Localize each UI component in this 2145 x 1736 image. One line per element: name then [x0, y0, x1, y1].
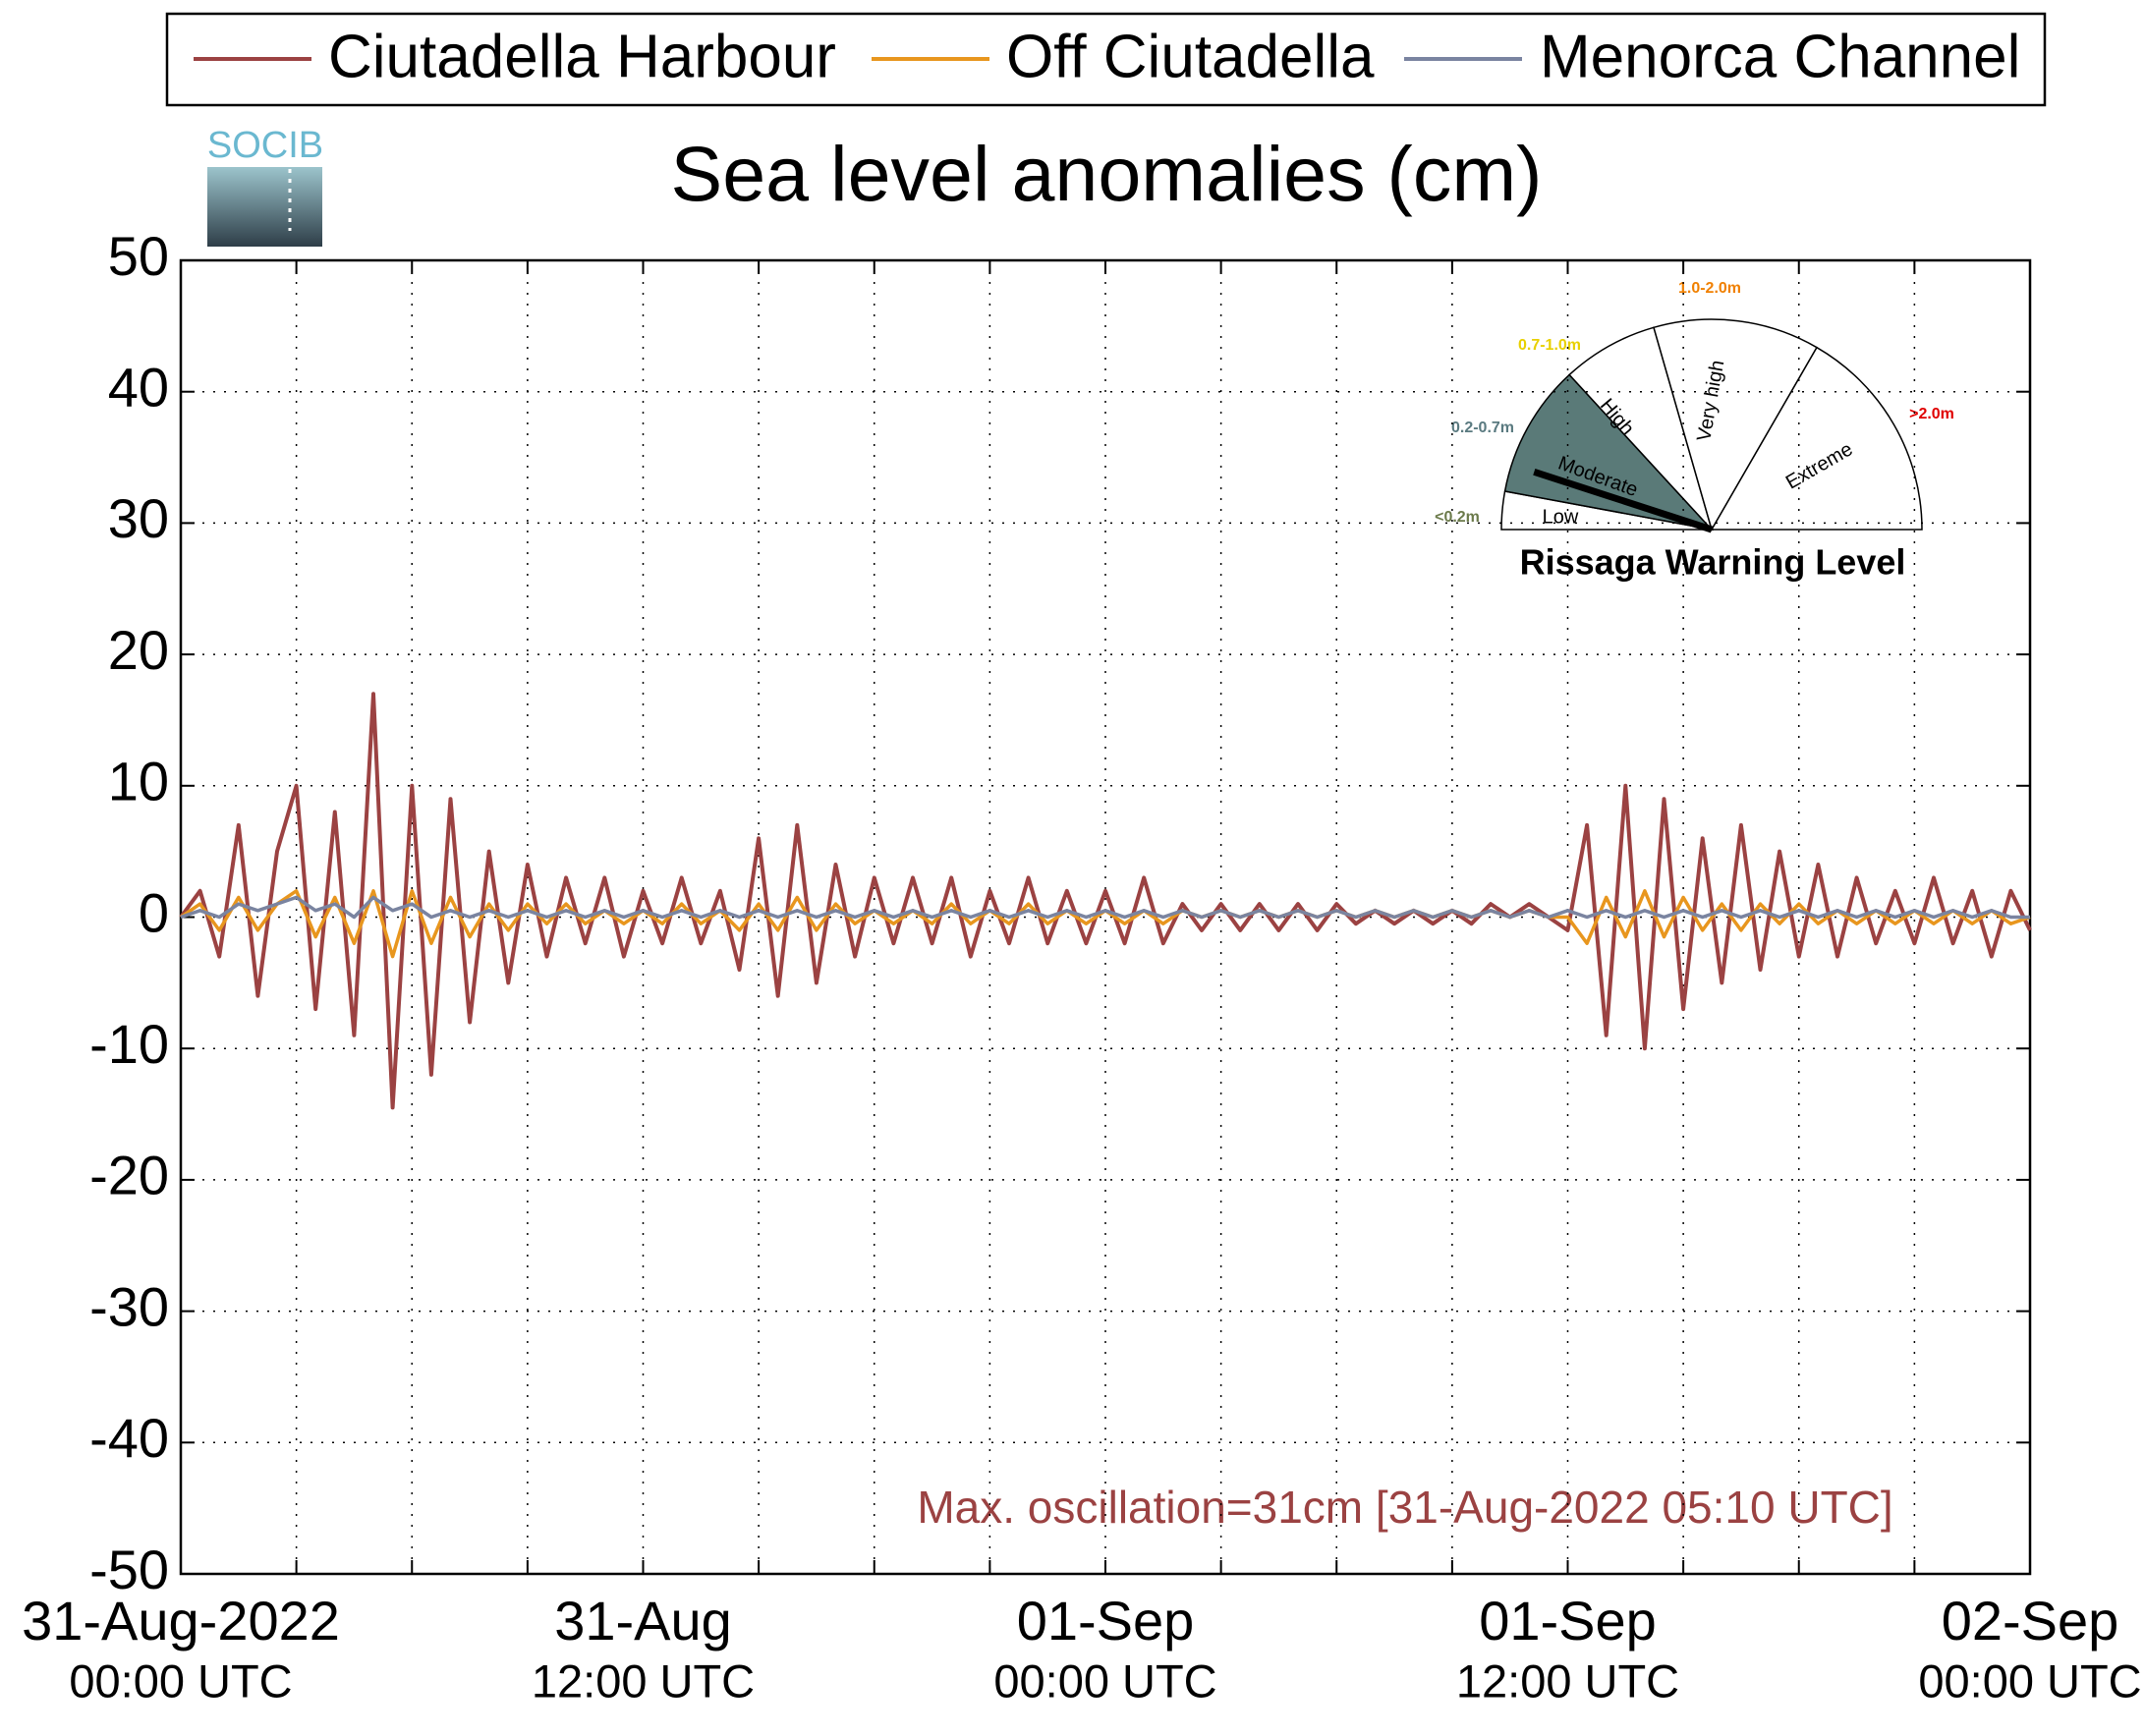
gauge-level-name: Low	[1543, 506, 1579, 528]
gauge: <0.2m Low0.2-0.7mModerate0.7-1.0mHigh1.0-…	[1435, 280, 1954, 582]
gauge-range: 1.0-2.0m	[1678, 280, 1741, 297]
gauge-sector	[1503, 373, 1715, 532]
gauge-sector	[1653, 318, 1819, 532]
y-tick-label: -50	[89, 1539, 169, 1600]
gauge-range: 0.7-1.0m	[1518, 337, 1581, 354]
x-tick-sublabel: 00:00 UTC	[1918, 1654, 2141, 1707]
y-tick-label: 40	[108, 356, 169, 418]
gauge-range: 0.2-0.7m	[1451, 420, 1514, 436]
x-tick-sublabel: 12:00 UTC	[532, 1654, 755, 1707]
x-tick-label: 31-Aug-2022	[22, 1590, 340, 1652]
x-tick-label: 02-Sep	[1942, 1590, 2119, 1652]
y-tick-label: -40	[89, 1407, 169, 1469]
x-tick-label: 01-Sep	[1017, 1590, 1195, 1652]
gauge-sector	[1710, 346, 1923, 531]
y-tick-label: -10	[89, 1013, 169, 1075]
data-line	[180, 895, 2030, 920]
y-tick-label: 50	[108, 225, 169, 287]
legend-box	[165, 12, 2047, 107]
gauge-needle	[1533, 468, 1714, 533]
gauge-range: <0.2m	[1435, 509, 1480, 526]
x-tick-sublabel: 00:00 UTC	[69, 1654, 292, 1707]
y-tick-label: 10	[108, 751, 169, 812]
logo: SOCIB	[207, 125, 323, 247]
logo-text: SOCIB	[207, 125, 323, 166]
x-tick-sublabel: 12:00 UTC	[1456, 1654, 1679, 1707]
logo-block	[207, 167, 322, 247]
x-tick-label: 31-Aug	[554, 1590, 732, 1652]
data-line	[179, 692, 2032, 1110]
y-tick-label: -30	[89, 1275, 169, 1337]
x-tick-sublabel: 00:00 UTC	[993, 1654, 1216, 1707]
y-tick-label: 20	[108, 619, 169, 681]
y-tick-label: 30	[108, 487, 169, 549]
annotation: Max. oscillation=31cm [31-Aug-2022 05:10…	[917, 1482, 1892, 1533]
gauge-title: Rissaga Warning Level	[1520, 542, 1906, 583]
y-tick-label: -20	[89, 1145, 169, 1206]
gauge-range: >2.0m	[1909, 406, 1954, 422]
gauge-sector	[1568, 326, 1713, 531]
legend-label: Off Ciutadella	[1006, 23, 1375, 90]
legend-label: Ciutadella Harbour	[328, 23, 836, 90]
x-tick-label: 01-Sep	[1479, 1590, 1657, 1652]
chart-title: Sea level anomalies (cm)	[671, 130, 1543, 217]
y-tick-label: 0	[139, 881, 169, 943]
legend-label: Menorca Channel	[1540, 23, 2020, 90]
